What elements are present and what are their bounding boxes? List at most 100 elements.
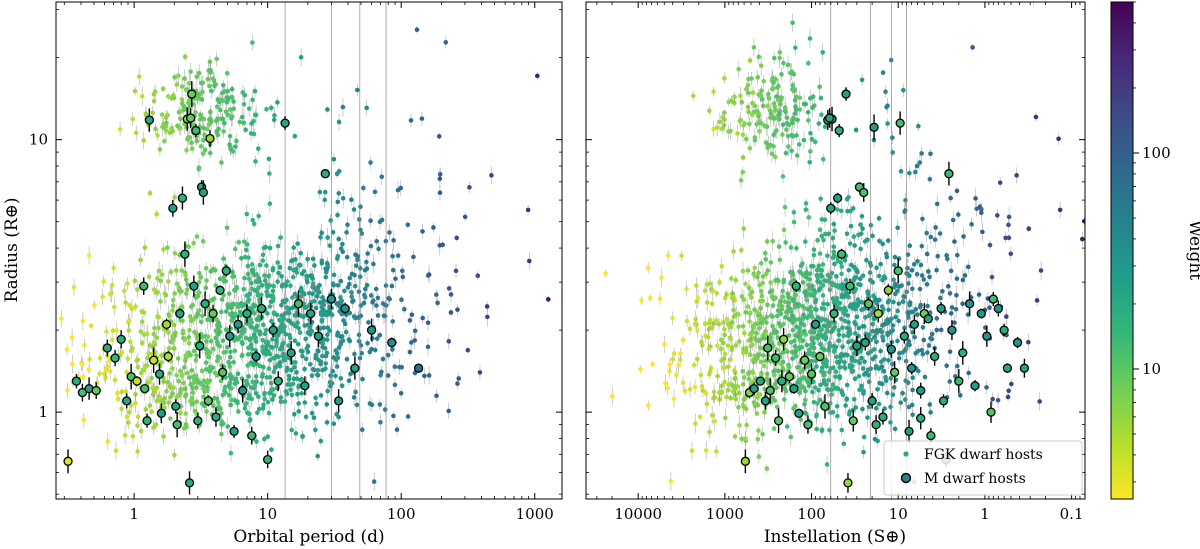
fgk-point <box>176 378 182 384</box>
fgk-point <box>129 306 135 312</box>
fgk-point <box>124 369 129 375</box>
fgk-point <box>309 410 315 416</box>
fgk-point <box>731 249 736 254</box>
fgk-point <box>803 101 809 107</box>
fgk-point <box>142 245 148 250</box>
fgk-point <box>839 264 845 269</box>
fgk-point <box>135 423 140 428</box>
fgk-point <box>356 217 362 222</box>
fgk-point <box>263 327 269 333</box>
fgk-point <box>201 116 207 122</box>
fgk-point <box>187 375 192 380</box>
fgk-point <box>100 294 106 300</box>
fgk-point <box>374 336 380 341</box>
fgk-point <box>385 352 391 358</box>
fgk-point <box>373 286 379 292</box>
fgk-point <box>886 357 891 363</box>
fgk-point <box>178 390 183 396</box>
fgk-point <box>135 449 140 454</box>
fgk-point <box>175 123 180 129</box>
fgk-point <box>834 274 839 279</box>
fgk-point <box>122 433 128 438</box>
fgk-point <box>895 338 900 344</box>
fgk-point <box>841 441 847 447</box>
fgk-point <box>183 411 189 416</box>
fgk-point <box>454 235 460 241</box>
fgk-point <box>526 258 532 264</box>
fgk-point <box>275 260 280 265</box>
fgk-point <box>231 359 236 365</box>
fgk-point <box>880 241 886 247</box>
fgk-point <box>261 436 267 442</box>
fgk-point <box>251 221 257 227</box>
fgk-point <box>200 238 206 244</box>
fgk-point <box>266 410 272 416</box>
fgk-point <box>829 392 834 397</box>
fgk-point <box>719 358 724 363</box>
fgk-point <box>172 452 177 458</box>
fgk-point <box>128 348 134 354</box>
fgk-point <box>186 340 192 346</box>
fgk-point <box>325 107 330 112</box>
fgk-point <box>249 324 255 330</box>
fgk-point <box>294 369 299 375</box>
fgk-point <box>324 260 330 266</box>
m-dwarf-point <box>320 169 330 179</box>
fgk-point <box>844 231 850 237</box>
fgk-point <box>216 331 221 337</box>
fgk-point <box>225 424 231 429</box>
fgk-point <box>170 391 175 396</box>
fgk-point <box>362 267 368 273</box>
fgk-point <box>377 402 383 407</box>
fgk-point <box>1038 268 1044 273</box>
fgk-point <box>189 146 195 151</box>
fgk-point <box>267 304 273 309</box>
fgk-point <box>104 329 109 334</box>
fgk-point <box>252 88 258 94</box>
fgk-point <box>135 364 141 370</box>
fgk-point <box>250 40 255 45</box>
fgk-point <box>296 401 302 406</box>
fgk-point <box>907 170 912 176</box>
fgk-point <box>86 253 92 258</box>
fgk-point <box>245 271 251 277</box>
fgk-point <box>174 394 179 400</box>
fgk-point <box>199 368 205 374</box>
fgk-point <box>266 156 272 162</box>
fgk-point <box>227 142 232 147</box>
fgk-point <box>208 338 214 344</box>
fgk-point <box>764 466 770 471</box>
fgk-point <box>431 225 436 230</box>
fgk-point <box>892 426 898 432</box>
m-dwarf-point <box>211 412 221 422</box>
fgk-point <box>927 176 933 182</box>
fgk-point <box>138 428 144 434</box>
panel-orbital-period: 1 10 100 1000 1 10 Orbital period (d) Radius… <box>2 1 563 547</box>
fgk-point <box>189 140 194 145</box>
m-dwarf-point <box>273 376 283 386</box>
fgk-point <box>296 325 301 331</box>
fgk-point <box>819 112 824 118</box>
fgk-point <box>338 278 344 284</box>
fgk-point <box>227 133 233 139</box>
fgk-point <box>126 328 132 333</box>
m-dwarf-point <box>177 193 188 203</box>
fgk-point <box>719 383 725 389</box>
fgk-point <box>127 302 132 308</box>
fgk-point <box>229 114 235 119</box>
fgk-point <box>253 390 259 396</box>
fgk-point <box>310 281 316 286</box>
fgk-point <box>158 278 163 284</box>
fgk-point <box>183 422 189 427</box>
fgk-point <box>807 277 813 282</box>
fgk-point <box>603 271 608 276</box>
fgk-point <box>277 346 283 352</box>
fgk-point <box>222 120 227 126</box>
m-dwarf-point <box>144 115 154 125</box>
fgk-point <box>374 239 380 244</box>
fgk-point <box>885 332 890 338</box>
fgk-point <box>275 100 280 105</box>
fgk-point <box>176 73 181 79</box>
fgk-point <box>340 195 346 201</box>
fgk-point <box>165 245 170 250</box>
